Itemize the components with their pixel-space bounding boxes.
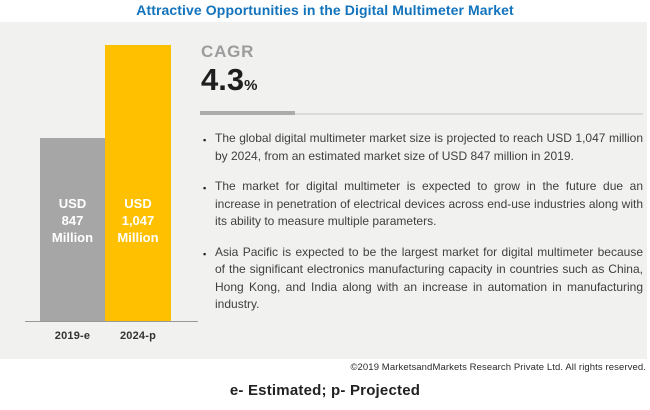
- list-item: ▪ Asia Pacific is expected to be the lar…: [203, 244, 643, 314]
- square-bullet-icon: ▪: [203, 183, 207, 193]
- cagr-number: 4.3: [201, 62, 245, 97]
- page-title: Attractive Opportunities in the Digital …: [136, 2, 514, 18]
- cagr-label: CAGR: [201, 42, 255, 61]
- x-axis-tick-2024: 2024-p: [119, 330, 157, 342]
- bar-value-line: USD: [124, 196, 152, 211]
- bullet-text: Asia Pacific is expected to be the large…: [215, 244, 643, 312]
- cagr-value: 4.3%: [201, 64, 643, 102]
- x-axis-line: [25, 321, 198, 322]
- list-item: ▪ The global digital multimeter market s…: [203, 130, 643, 165]
- copyright-notice: ©2019 MarketsandMarkets Research Private…: [350, 362, 646, 373]
- estimated-projected-note: e- Estimated; p- Projected: [229, 382, 421, 399]
- square-bullet-icon: ▪: [203, 135, 207, 145]
- bar-value-line: 847: [61, 213, 84, 228]
- square-bullet-icon: ▪: [203, 248, 207, 259]
- bar-value-line: Million: [51, 230, 94, 245]
- summary-column: CAGR 4.3% ▪ The global digital multimete…: [195, 22, 643, 327]
- bullet-text: The market for digital multimeter is exp…: [215, 179, 643, 228]
- divider-thin-line: [200, 113, 643, 115]
- list-item: ▪ The market for digital multimeter is e…: [203, 178, 643, 231]
- bar-2019-estimated: [40, 138, 105, 321]
- divider-accent-segment: [200, 111, 295, 115]
- bar-value-line: Million: [117, 230, 159, 245]
- bar-value-line: USD: [58, 196, 87, 211]
- cagr-underline: [200, 111, 643, 115]
- bullet-text: The global digital multimeter market siz…: [215, 131, 643, 163]
- bar-value-label-2019: USD 847 Million: [40, 195, 105, 246]
- cagr-percent-sign: %: [244, 77, 258, 94]
- x-axis-tick-2019: 2019-e: [54, 330, 91, 342]
- bar-2024-projected: [105, 45, 171, 321]
- bar-value-label-2024: USD 1,047 Million: [105, 195, 171, 246]
- chart-panel: USD 847 Million USD 1,047 Million 2019-e…: [0, 22, 647, 359]
- key-insights-list: ▪ The global digital multimeter market s…: [203, 130, 643, 314]
- bar-value-line: 1,047: [121, 213, 155, 228]
